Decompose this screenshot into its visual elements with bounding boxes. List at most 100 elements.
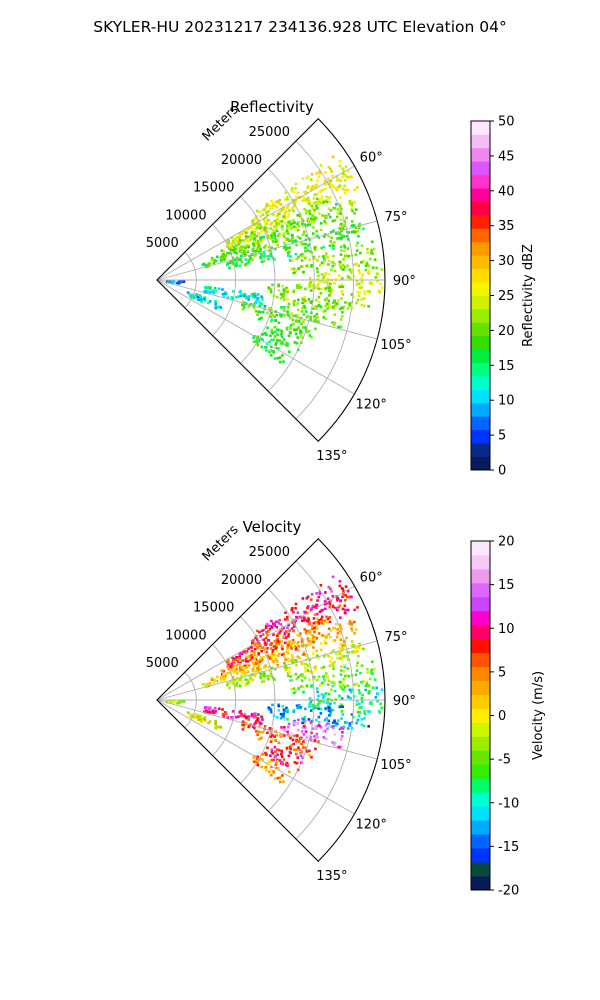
colorbar-tick-label: 30 (498, 254, 515, 269)
colorbar-swatch (471, 228, 490, 243)
colorbar-swatch (471, 708, 490, 723)
colorbar-swatch (471, 582, 490, 598)
colorbar-swatch (471, 736, 490, 751)
colorbar-swatch (471, 174, 490, 189)
polar-grid (156, 560, 385, 862)
azimuth-spoke (156, 220, 378, 281)
radar-cell (267, 283, 370, 310)
radar-data (165, 155, 384, 364)
colorbar-swatch (471, 764, 490, 779)
sector-outline (156, 538, 386, 862)
radar-cell (252, 752, 291, 784)
colorbar-tick-label: -10 (498, 796, 519, 811)
radar-cell (308, 266, 384, 294)
colorbar: 0 5 10 15 20 25 30 35 40 45 50 Reflectivity dBZ (470, 115, 536, 479)
radar-cell (280, 718, 344, 749)
colorbar-swatch (471, 820, 490, 835)
azimuth-spoke (156, 279, 355, 395)
range-tick-label: 15000 (193, 601, 234, 616)
colorbar-tick-label: 10 (498, 622, 515, 637)
colorbar-swatch (471, 792, 490, 807)
colorbar-swatch (471, 349, 490, 364)
azimuth-tick-label: 75° (384, 630, 407, 645)
velocity-panel: Velocity 5000 10000 15000 20000 25000 Meters 60… (146, 518, 546, 899)
colorbar-tick-label: 45 (498, 149, 515, 164)
colorbar-swatch (471, 147, 490, 162)
colorbar-tick-label: 15 (498, 578, 515, 593)
colorbar-swatch (471, 134, 490, 149)
colorbar-swatch (471, 402, 490, 417)
range-tick-label: 20000 (221, 153, 262, 168)
colorbar-swatch (471, 638, 490, 654)
colorbar-swatch (471, 694, 490, 709)
colorbar-tick-label: 10 (498, 394, 515, 409)
colorbar-swatch (471, 389, 490, 404)
radar-cell (226, 587, 359, 670)
range-tick-label: 10000 (165, 208, 206, 223)
colorbar-swatch (471, 121, 490, 135)
colorbar-swatch (471, 335, 490, 350)
colorbar-swatch (471, 541, 490, 556)
colorbar-label: Velocity (m/s) (531, 671, 546, 760)
colorbar-tick-label: 5 (498, 429, 506, 444)
azimuth-spoke (156, 640, 378, 701)
colorbar-swatch (471, 610, 490, 626)
radar-cell (267, 703, 370, 730)
figure-title: SKYLER-HU 20231217 234136.928 UTC Elevat… (93, 18, 507, 36)
range-axis-label: Meters (200, 102, 242, 144)
colorbar-swatch (471, 680, 490, 695)
colorbar-swatch (471, 456, 490, 471)
colorbar-swatch (471, 376, 490, 390)
colorbar-tick-label: 0 (498, 709, 506, 724)
colorbar-tick-label: 40 (498, 184, 515, 199)
colorbar-swatch (471, 282, 490, 296)
colorbar-tick-label: -20 (498, 884, 519, 899)
colorbar-tick-label: 15 (498, 359, 515, 374)
colorbar-swatch (471, 295, 490, 310)
azimuth-tick-label: 120° (356, 818, 387, 833)
colorbar: -20 -15 -10 -5 0 5 10 15 20 Velocity (m/s) (470, 535, 546, 899)
range-tick-label: 10000 (165, 628, 206, 643)
colorbar-swatch (471, 652, 490, 668)
range-tick-label: 25000 (249, 125, 290, 140)
colorbar-swatch (471, 666, 490, 681)
azimuth-tick-label: 105° (380, 758, 411, 773)
radar-cell (203, 706, 267, 728)
panel-title: Reflectivity (230, 98, 314, 116)
colorbar-swatch (471, 188, 490, 202)
azimuth-spoke (156, 279, 378, 340)
colorbar-tick-label: 20 (498, 324, 515, 339)
colorbar-swatch (471, 722, 490, 737)
colorbar-swatch (471, 429, 490, 444)
azimuth-tick-label: 60° (360, 570, 383, 585)
range-tick-label: 5000 (146, 236, 179, 251)
colorbar-tick-label: 50 (498, 115, 515, 130)
azimuth-tick-label: 135° (316, 449, 347, 464)
colorbar-tick-label: 35 (498, 219, 515, 234)
colorbar-swatch (471, 214, 490, 229)
azimuth-tick-label: 60° (360, 150, 383, 165)
colorbar-tick-label: -5 (498, 753, 511, 768)
colorbar-swatch (471, 876, 490, 891)
colorbar-swatch (471, 322, 490, 337)
sector-outline (156, 118, 386, 442)
radar-cell (252, 332, 291, 364)
colorbar-swatch (471, 624, 490, 640)
colorbar-swatch (471, 255, 490, 270)
azimuth-spoke (156, 699, 355, 815)
colorbar-swatch (471, 201, 490, 216)
panel-title: Velocity (243, 518, 302, 536)
colorbar-swatch (471, 268, 490, 283)
range-tick-label: 20000 (221, 573, 262, 588)
range-tick-label: 25000 (249, 545, 290, 560)
colorbar-tick-label: 0 (498, 464, 506, 479)
colorbar-swatch (471, 362, 490, 377)
colorbar-swatch (471, 416, 490, 431)
colorbar-swatch (471, 161, 490, 176)
colorbar-swatch (471, 554, 490, 570)
colorbar-swatch (471, 862, 490, 877)
azimuth-tick-label: 90° (393, 694, 416, 709)
range-tick-label: 15000 (193, 181, 234, 196)
colorbar-swatch (471, 778, 490, 793)
radar-cell (289, 240, 377, 275)
